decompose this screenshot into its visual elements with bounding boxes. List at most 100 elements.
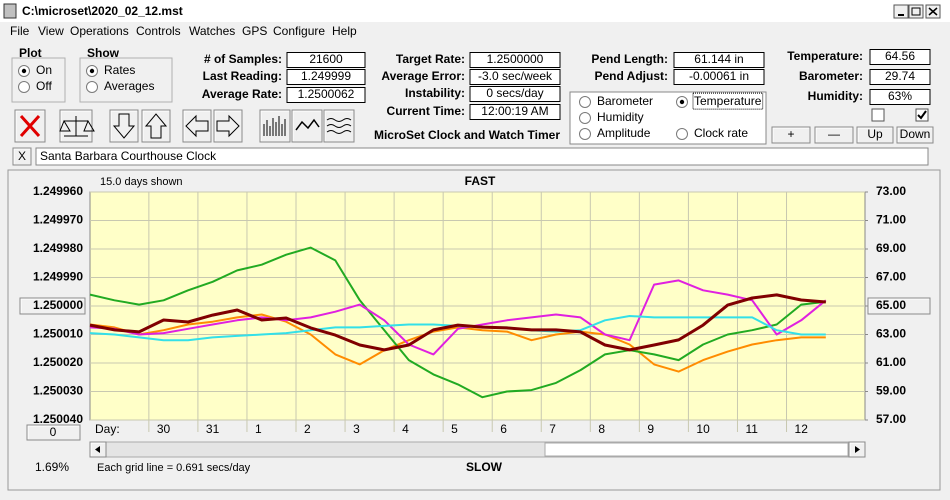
- bevel-highlight: [13, 148, 30, 164]
- radio-button[interactable]: [676, 128, 688, 140]
- up-icon: [144, 113, 168, 139]
- bevel-highlight: [868, 298, 929, 313]
- group-title: Show: [87, 46, 120, 60]
- y2-tick-label: 59.00: [876, 384, 906, 398]
- y2-tick-label: 61.00: [876, 355, 906, 369]
- text-field: [469, 69, 561, 85]
- bevel-highlight: [260, 110, 289, 141]
- focus-rect: [692, 92, 764, 110]
- radio-button[interactable]: [579, 128, 591, 140]
- radio-button[interactable]: [86, 81, 98, 93]
- adjust-button[interactable]: [896, 126, 934, 144]
- menu-item[interactable]: Operations: [70, 24, 129, 38]
- x-tick-label: 1: [255, 422, 262, 436]
- field-value: -3.0 sec/week: [478, 69, 553, 83]
- y2-tick-label: 67.00: [876, 270, 906, 284]
- y-tick-label: 1.249980: [33, 241, 83, 255]
- y2-tick-label: 63.00: [876, 327, 906, 341]
- x-tick-label: 4: [402, 422, 409, 436]
- field-value: 0 secs/day: [486, 86, 543, 100]
- y-tick-label: 1.250030: [33, 384, 83, 398]
- title-bar: [0, 0, 950, 22]
- x-tick-label: 12: [795, 422, 809, 436]
- field-label: Temperature:: [787, 49, 863, 63]
- right-icon: [216, 114, 240, 138]
- field-label: # of Samples:: [204, 52, 282, 66]
- menu-item[interactable]: Watches: [189, 24, 235, 38]
- days-shown: 15.0 days shown: [100, 176, 183, 188]
- field-value: 1.249999: [301, 69, 351, 83]
- field-label: Last Reading:: [203, 69, 282, 83]
- bevel-highlight: [183, 110, 210, 141]
- radio-label: Rates: [104, 63, 135, 77]
- toolbar-button[interactable]: [182, 109, 212, 143]
- bevel-highlight: [815, 127, 852, 142]
- field-label: Humidity:: [808, 89, 863, 103]
- maximize-button[interactable]: [908, 4, 924, 19]
- center-button[interactable]: [867, 297, 931, 315]
- menu-item[interactable]: Configure: [273, 24, 325, 38]
- radio-button[interactable]: [18, 81, 30, 93]
- y2-tick-label: 57.00: [876, 412, 906, 426]
- field-label: Pend Length:: [591, 52, 668, 66]
- field-label: Instability:: [405, 86, 465, 100]
- menu-item[interactable]: GPS: [242, 24, 267, 38]
- menu-item[interactable]: View: [38, 24, 64, 38]
- scale-icon: [59, 116, 95, 137]
- series-line: [89, 279, 827, 356]
- name-field[interactable]: [35, 147, 929, 166]
- scroll-thumb[interactable]: [544, 442, 849, 457]
- series-line: [89, 293, 826, 352]
- field-value: 1.2500062: [298, 87, 355, 101]
- radio-button[interactable]: [579, 96, 591, 108]
- field-value: 21600: [309, 52, 343, 66]
- series-line: [89, 246, 826, 399]
- toolbar-button[interactable]: [213, 109, 243, 143]
- bevel-highlight: [110, 110, 137, 141]
- y2-tick-label: 65.00: [876, 298, 906, 312]
- bevel-highlight: [324, 110, 353, 141]
- bevel-highlight: [27, 425, 79, 439]
- group-box: [11, 57, 66, 103]
- channel-label: Barometer: [597, 94, 653, 108]
- menu-item[interactable]: Controls: [136, 24, 181, 38]
- checkbox[interactable]: [871, 108, 885, 122]
- toolbar-icons: [19, 113, 352, 139]
- text-field: [869, 89, 931, 105]
- bevel-highlight: [772, 127, 809, 142]
- down-icon: [112, 113, 136, 139]
- bevel-highlight: [15, 110, 44, 141]
- button-label: +: [787, 127, 794, 141]
- radio-button[interactable]: [579, 112, 591, 124]
- x-tick-label: 11: [745, 422, 758, 436]
- minimize-button[interactable]: [893, 4, 909, 19]
- y-tick-label: 1.250010: [33, 327, 83, 341]
- maximize-icon: [911, 7, 921, 16]
- field-label: Current Time:: [387, 104, 465, 118]
- field-value: 61.144 in: [694, 52, 743, 66]
- adjust-button[interactable]: [856, 126, 894, 144]
- adjust-button[interactable]: [771, 126, 811, 144]
- offset-button[interactable]: [26, 424, 81, 441]
- channel-box: [569, 91, 767, 145]
- field-label: Pend Adjust:: [594, 69, 668, 83]
- adjust-button[interactable]: [814, 126, 854, 144]
- field-value: 1.2500000: [487, 52, 544, 66]
- text-field: [286, 69, 366, 85]
- field-label: Barometer:: [799, 69, 863, 83]
- bevel-highlight: [857, 127, 892, 142]
- clear-icon: [19, 114, 41, 138]
- toolbar-button[interactable]: [323, 109, 355, 143]
- app-icon: [3, 3, 17, 19]
- menu-item[interactable]: Help: [332, 24, 357, 38]
- wave-icon: [295, 118, 320, 131]
- bars-icon: [263, 116, 286, 136]
- center-button[interactable]: [19, 297, 86, 315]
- close-icon: [928, 7, 938, 16]
- field-value: 12:00:19 AM: [481, 104, 548, 118]
- clear-button[interactable]: [12, 147, 32, 166]
- arrow: [95, 446, 100, 453]
- menu-item[interactable]: File: [10, 24, 30, 38]
- field-value: 64.56: [885, 49, 915, 63]
